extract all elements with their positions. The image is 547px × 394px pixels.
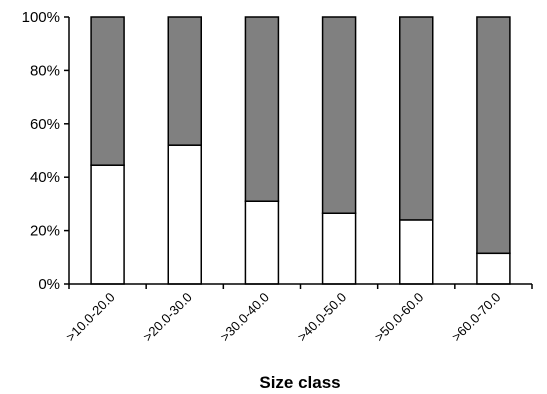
x-tick-label: >20.0-30.0	[140, 290, 195, 345]
y-tick-label: 60%	[30, 116, 60, 133]
bar-segment-series-2	[167, 16, 202, 146]
bar-segment-series-1	[90, 164, 125, 285]
y-tick-label: 40%	[30, 169, 60, 186]
y-tick-label: 0%	[38, 276, 60, 293]
y-tick-label: 20%	[30, 223, 60, 240]
y-tick-label: 80%	[30, 62, 60, 79]
x-tick-label: >60.0-70.0	[449, 290, 504, 345]
bar-segment-series-2	[321, 16, 357, 214]
x-tick-label: >10.0-20.0	[63, 290, 118, 345]
bar-segment-series-2	[90, 16, 125, 166]
x-axis-ticks: >10.0-20.0 >20.0-30.0 >30.0-40.0 >40.0-50.0…	[63, 284, 533, 345]
bar-segment-series-1	[476, 252, 511, 285]
x-tick-label: >40.0-50.0	[294, 290, 349, 345]
x-tick-label: >50.0-60.0	[372, 290, 427, 345]
bar-segment-series-2	[244, 16, 280, 202]
bar-segment-series-1	[244, 200, 280, 285]
x-axis-title: Size class	[259, 373, 340, 392]
y-tick-label: 100%	[22, 9, 60, 26]
y-axis-ticks: 0% 20% 40% 60% 80% 100%	[22, 9, 69, 293]
bar-segment-series-2	[476, 16, 511, 255]
bar-segment-series-1	[167, 144, 202, 285]
bar-segment-series-2	[399, 16, 434, 221]
bars-layer	[90, 16, 511, 285]
bar-segment-series-1	[399, 219, 434, 285]
bar-segment-series-1	[321, 212, 357, 285]
x-tick-label: >30.0-40.0	[217, 290, 272, 345]
